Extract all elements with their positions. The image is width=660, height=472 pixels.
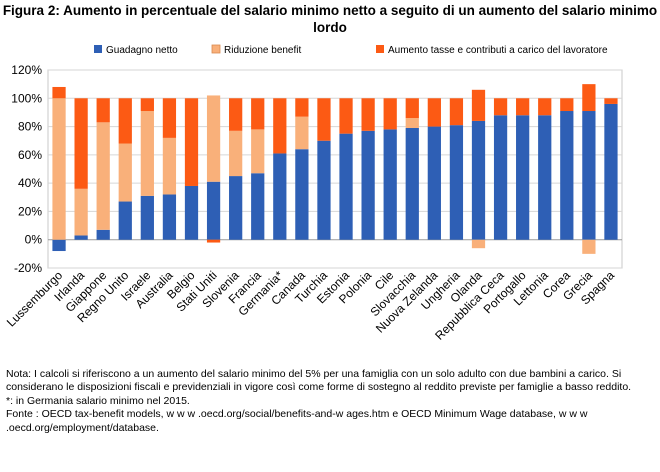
bar-segment xyxy=(96,229,110,240)
bar-segment xyxy=(206,181,221,240)
bar-segment xyxy=(582,239,596,254)
bar-segment xyxy=(317,140,331,240)
legend-label: Riduzione benefit xyxy=(224,45,301,56)
bar-segment xyxy=(273,153,287,240)
bar-segment xyxy=(52,86,66,99)
bar-segment xyxy=(162,194,177,240)
bar-segment xyxy=(229,130,243,177)
bar-segment xyxy=(184,185,199,240)
bar-segment xyxy=(604,98,618,104)
bar-segment xyxy=(516,98,530,116)
bar-segment xyxy=(471,89,486,121)
bar-segment xyxy=(140,111,154,196)
bar-segment xyxy=(538,98,552,116)
bar-segment xyxy=(339,98,353,134)
legend-swatch xyxy=(211,44,221,54)
bar-segment xyxy=(427,98,441,127)
bar-segment xyxy=(405,98,419,119)
bar-segment xyxy=(560,98,574,112)
bar-segment xyxy=(96,98,110,123)
legend-swatch xyxy=(376,45,384,53)
bar-segment xyxy=(118,201,132,240)
note-text: Nota: I calcoli si riferiscono a un aume… xyxy=(6,368,632,394)
bar-segment xyxy=(604,103,618,240)
bar-segment xyxy=(339,133,353,240)
bar-segment xyxy=(383,129,397,240)
bar-segment xyxy=(538,115,552,240)
bar-segment xyxy=(140,195,154,240)
bar-segment xyxy=(295,149,309,240)
legend-swatch xyxy=(94,45,102,53)
y-tick-label: 0% xyxy=(25,233,43,247)
bar-segment xyxy=(229,98,243,131)
bar-segment xyxy=(449,125,464,240)
y-tick-label: 80% xyxy=(18,120,42,134)
bar-segment xyxy=(317,98,331,141)
y-tick-label: 40% xyxy=(18,176,42,190)
bar-segment xyxy=(405,127,419,240)
bar-segment xyxy=(251,173,265,240)
source-text: Fonte : OECD tax-benefit models, w w w .… xyxy=(6,408,588,434)
legend-label: Guadagno netto xyxy=(106,45,178,56)
germany-footnote: *: in Germania salario minimo nel 2015. xyxy=(6,394,190,407)
plot-area xyxy=(47,69,623,269)
bar-segment xyxy=(162,137,177,195)
bar-segment xyxy=(273,98,287,154)
bar-segment xyxy=(560,111,574,240)
bar-segment xyxy=(383,98,397,130)
bar-segment xyxy=(449,98,464,126)
bar-segment xyxy=(229,176,243,240)
bar-segment xyxy=(74,98,88,189)
bar-segment xyxy=(471,239,486,249)
bar-segment xyxy=(162,98,177,138)
bar-segment xyxy=(52,239,66,252)
bar-segment xyxy=(118,98,132,144)
bar-segment xyxy=(74,235,88,240)
chart-title-line-1: Figura 2: Aumento in percentuale del sal… xyxy=(2,3,658,18)
bar-segment xyxy=(251,129,265,174)
bar-segment xyxy=(361,98,375,131)
bar-segment xyxy=(206,95,221,182)
chart-title: Figura 2: Aumento in percentuale del sal… xyxy=(0,2,660,36)
bar-segment xyxy=(582,111,596,240)
bar-segment xyxy=(427,126,441,240)
notes-section: Nota: I calcoli si riferiscono a un aume… xyxy=(6,368,654,435)
y-tick-label: 60% xyxy=(18,148,42,162)
chart-title-line-2: lordo xyxy=(313,20,347,35)
bar-segment xyxy=(493,98,508,116)
bar-segment xyxy=(493,115,508,240)
bar-segment xyxy=(295,98,309,117)
bar-segment xyxy=(74,188,88,236)
bar-segment xyxy=(471,120,486,240)
bar-segment xyxy=(96,122,110,230)
bar-segment xyxy=(516,115,530,240)
bar-segment xyxy=(251,98,265,130)
bar-segment xyxy=(361,130,375,240)
y-tick-label: 100% xyxy=(11,91,42,105)
stacked-bar-chart: -20% 0% 20% 40% 60% 80% 100% 120% Guadagno netto… xyxy=(4,44,623,343)
y-tick-label: -20% xyxy=(14,261,42,275)
bar-segment xyxy=(52,98,66,240)
y-tick-label: 120% xyxy=(11,63,42,77)
y-tick-label: 20% xyxy=(18,204,42,218)
bar-segment xyxy=(184,98,199,186)
bar-segment xyxy=(295,116,309,150)
bar-segment xyxy=(405,118,419,128)
bar-segment xyxy=(582,84,596,112)
bar-segment xyxy=(118,143,132,202)
bar-segment xyxy=(206,239,221,243)
bar-segment xyxy=(140,98,154,112)
legend-label: Aumento tasse e contributi a carico del … xyxy=(388,45,608,56)
